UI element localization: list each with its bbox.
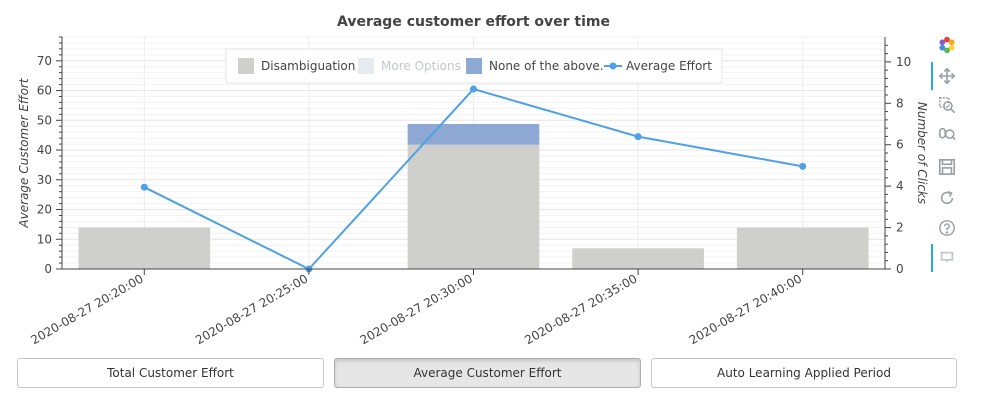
- y-left-tick-label: 70: [37, 54, 52, 68]
- bar-disambiguation: [78, 227, 211, 269]
- y-left-axis-label: Average Customer Effort: [17, 77, 31, 228]
- y-right-axis-label: Number of Clicks: [915, 102, 929, 204]
- legend-label-none-of-the-above: None of the above.: [489, 59, 604, 73]
- pan-active-indicator: [931, 62, 933, 90]
- average-effort-point: [634, 133, 642, 141]
- y-left-tick-label: 60: [37, 84, 52, 98]
- average-effort-point: [470, 85, 477, 93]
- y-right-tick-label: 6: [896, 138, 904, 152]
- x-tick-label: 2020-08-27 20:20:00: [28, 271, 145, 347]
- legend-label-disambiguation: Disambiguation: [261, 59, 355, 73]
- average-effort-point: [140, 183, 148, 191]
- y-left-tick-label: 0: [44, 262, 52, 276]
- average-customer-effort-button[interactable]: Average Customer Effort: [334, 358, 641, 388]
- help-icon[interactable]: [934, 215, 960, 241]
- bar-none-of-the-above: [407, 124, 540, 145]
- total-customer-effort-button[interactable]: Total Customer Effort: [17, 358, 324, 388]
- y-right-tick-label: 10: [896, 55, 911, 69]
- y-left-tick-label: 20: [37, 203, 52, 217]
- chart-toolbar: [928, 30, 968, 280]
- chart: Average customer effort over time0102030…: [17, 14, 929, 347]
- bar-disambiguation: [736, 227, 869, 269]
- bar-disambiguation: [407, 144, 540, 269]
- chart-title: Average customer effort over time: [337, 14, 610, 30]
- reset-icon[interactable]: [934, 185, 960, 211]
- bokeh-logo-icon[interactable]: [934, 32, 960, 58]
- x-tick-label: 2020-08-27 20:25:00: [193, 271, 310, 347]
- hover-active-indicator: [931, 244, 933, 272]
- y-right-tick-label: 0: [896, 262, 904, 276]
- wheel-zoom-icon[interactable]: [934, 122, 960, 148]
- auto-learning-applied-period-button[interactable]: Auto Learning Applied Period: [651, 358, 957, 388]
- x-tick-label: 2020-08-27 20:40:00: [687, 271, 804, 347]
- box-zoom-icon[interactable]: [934, 92, 960, 118]
- x-tick-label: 2020-08-27 20:30:00: [358, 271, 475, 347]
- y-left-tick-label: 50: [37, 113, 52, 127]
- pan-icon[interactable]: [934, 63, 960, 89]
- save-icon[interactable]: [934, 154, 960, 180]
- y-left-tick-label: 10: [37, 232, 52, 246]
- average-effort-point: [799, 162, 807, 170]
- bar-disambiguation: [572, 248, 704, 269]
- legend-swatch-more-options: [358, 58, 374, 74]
- y-right-tick-label: 2: [896, 221, 904, 235]
- legend-marker-average-effort: [609, 62, 617, 70]
- legend-label-more-options: More Options: [381, 59, 461, 73]
- y-right-tick-label: 8: [896, 96, 904, 110]
- x-tick-label: 2020-08-27 20:35:00: [522, 271, 639, 347]
- legend-label-average-effort: Average Effort: [626, 59, 712, 73]
- y-left-tick-label: 40: [37, 143, 52, 157]
- legend-swatch-none-of-the-above: [466, 58, 482, 74]
- hover-icon[interactable]: [934, 245, 960, 271]
- legend-swatch-disambiguation: [238, 58, 254, 74]
- y-left-tick-label: 30: [37, 173, 52, 187]
- y-right-tick-label: 4: [896, 179, 904, 193]
